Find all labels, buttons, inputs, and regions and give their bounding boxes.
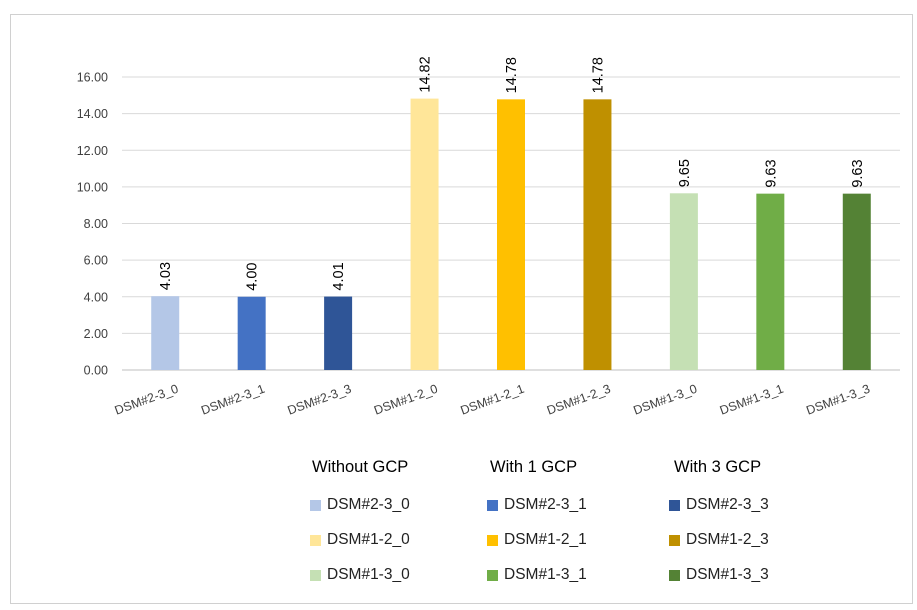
- bar: [410, 98, 439, 370]
- legend-group-title: With 1 GCP: [490, 458, 578, 476]
- legend-item: DSM#1-3_1: [487, 566, 587, 584]
- data-label: 14.82: [418, 56, 434, 92]
- y-tick-label: 2.00: [84, 327, 108, 341]
- y-axis: 0.00 2.00 4.00 6.00 8.00 10.00 12.00 14.00 16.00: [77, 71, 108, 378]
- data-label: 9.63: [850, 159, 866, 187]
- y-tick-label: 14.00: [77, 107, 108, 121]
- y-tick-label: 6.00: [84, 254, 108, 268]
- data-label: 14.78: [504, 57, 520, 93]
- legend-item: DSM#1-2_3: [669, 531, 769, 549]
- legend-label: DSM#2-3_3: [686, 496, 769, 513]
- x-tick-label: DSM#1-3_0: [631, 382, 699, 418]
- legend-label: DSM#1-2_3: [686, 531, 769, 548]
- legend-swatch: [310, 534, 321, 546]
- x-axis: DSM#2-3_0 DSM#2-3_1 DSM#2-3_3 DSM#1-2_0 DSM#…: [113, 382, 872, 418]
- legend-group-title: With 3 GCP: [674, 458, 762, 476]
- x-tick-label: DSM#2-3_3: [286, 382, 354, 418]
- legend-item: DSM#1-2_0: [310, 531, 410, 549]
- bar: [842, 193, 871, 370]
- legend-swatch: [487, 499, 498, 511]
- legend-label: DSM#1-3_0: [327, 566, 410, 583]
- legend-swatch: [669, 499, 680, 511]
- x-tick-label: DSM#1-2_3: [545, 382, 613, 418]
- legend-item: DSM#2-3_3: [669, 496, 769, 514]
- legend-label: DSM#1-2_0: [327, 531, 410, 548]
- bar: [583, 99, 612, 370]
- data-label: 4.00: [245, 263, 261, 291]
- legend-swatch: [487, 534, 498, 546]
- x-tick-label: DSM#1-2_0: [372, 382, 440, 418]
- bar: [756, 193, 785, 370]
- legend-group-title: Without GCP: [312, 458, 409, 476]
- data-label: 9.63: [763, 159, 779, 187]
- data-label: 4.03: [158, 262, 174, 290]
- legend-swatch: [310, 499, 321, 511]
- data-label: 9.65: [677, 159, 693, 187]
- legend-swatch: [487, 569, 498, 581]
- legend-label: DSM#1-2_1: [504, 531, 587, 548]
- x-tick-label: DSM#1-3_1: [718, 382, 786, 418]
- legend-label: DSM#2-3_1: [504, 496, 587, 513]
- legend-item: DSM#2-3_1: [487, 496, 587, 514]
- x-tick-label: DSM#1-2_1: [459, 382, 527, 418]
- bar: [669, 193, 698, 370]
- y-tick-label: 4.00: [84, 290, 108, 304]
- legend-label: DSM#1-3_1: [504, 566, 587, 583]
- x-tick-label: DSM#2-3_1: [199, 382, 267, 418]
- legend-item: DSM#1-3_0: [310, 566, 410, 584]
- legend-item: DSM#2-3_0: [310, 496, 410, 514]
- bar: [151, 296, 180, 370]
- legend-label: DSM#2-3_0: [327, 496, 410, 513]
- bar: [497, 99, 525, 370]
- x-tick-label: DSM#1-3_3: [804, 382, 872, 418]
- legend-swatch: [669, 569, 680, 581]
- legend-swatch: [669, 534, 680, 546]
- bars: [151, 98, 871, 370]
- y-tick-label: 12.00: [77, 144, 108, 158]
- y-tick-label: 0.00: [84, 364, 108, 378]
- data-labels: 4.03 4.00 4.01 14.82 14.78 14.78 9.65 9.63 9.63: [158, 56, 866, 290]
- legend-swatch: [310, 569, 321, 581]
- y-tick-label: 8.00: [84, 217, 108, 231]
- legend-item: DSM#1-3_3: [669, 566, 769, 584]
- data-label: 4.01: [331, 262, 347, 290]
- legend-label: DSM#1-3_3: [686, 566, 769, 583]
- bar: [237, 296, 266, 370]
- bar: [324, 296, 353, 370]
- x-tick-label: DSM#2-3_0: [113, 382, 181, 418]
- data-label: 14.78: [590, 57, 606, 93]
- y-tick-label: 10.00: [77, 180, 108, 194]
- y-tick-label: 16.00: [77, 71, 108, 85]
- legend-item: DSM#1-2_1: [487, 531, 587, 549]
